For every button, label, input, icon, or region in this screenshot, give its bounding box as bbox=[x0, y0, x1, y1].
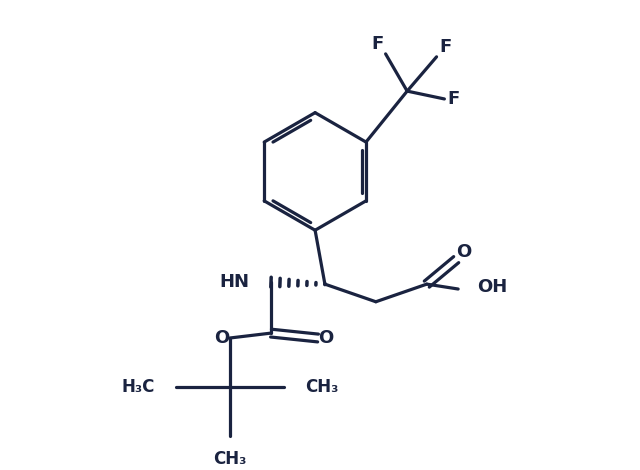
Text: F: F bbox=[447, 90, 460, 108]
Text: F: F bbox=[372, 35, 384, 53]
Text: CH₃: CH₃ bbox=[213, 450, 246, 468]
Text: O: O bbox=[214, 329, 230, 347]
Text: F: F bbox=[439, 38, 451, 56]
Text: HN: HN bbox=[220, 273, 250, 291]
Text: OH: OH bbox=[477, 278, 507, 296]
Text: O: O bbox=[456, 243, 472, 261]
Text: H₃C: H₃C bbox=[121, 378, 154, 396]
Text: CH₃: CH₃ bbox=[305, 378, 339, 396]
Text: O: O bbox=[318, 329, 333, 347]
